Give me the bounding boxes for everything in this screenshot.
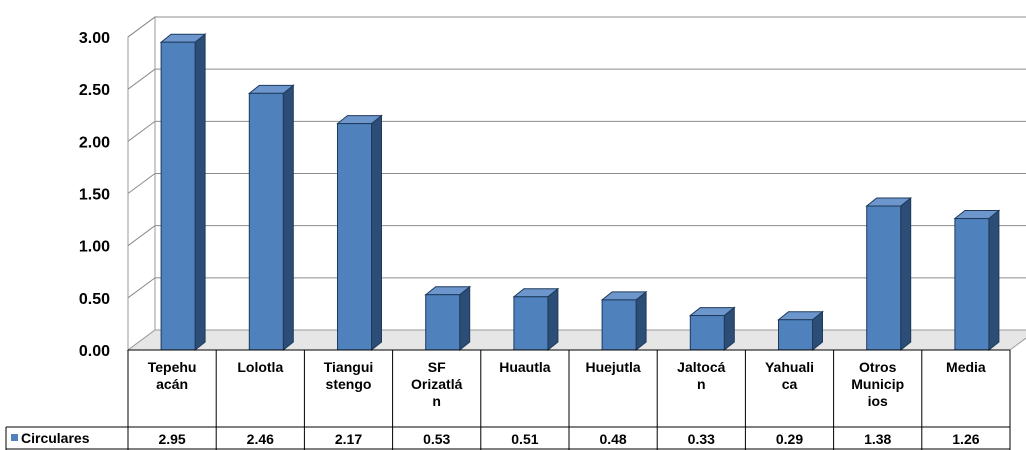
y-tick-label: 0.50 bbox=[79, 291, 110, 308]
bar bbox=[159, 33, 207, 352]
bar-front bbox=[689, 315, 725, 351]
bar-side bbox=[459, 285, 471, 352]
y-tick-label: 0.00 bbox=[79, 343, 110, 360]
gridline bbox=[127, 16, 1026, 38]
bar-side bbox=[635, 290, 647, 352]
gridline bbox=[127, 225, 1026, 247]
data-label: 2.46 bbox=[247, 431, 274, 447]
bar bbox=[600, 290, 648, 352]
category-label: Huautla bbox=[499, 359, 551, 375]
legend-swatch bbox=[11, 434, 18, 441]
series-name: Circulares bbox=[21, 430, 90, 446]
bar-front bbox=[601, 299, 637, 351]
bar bbox=[424, 285, 472, 352]
y-tick-label: 3.00 bbox=[79, 30, 110, 47]
category-label: Otros Municip ios bbox=[851, 359, 904, 409]
category-label: Huejutla bbox=[585, 359, 640, 375]
data-label: 0.51 bbox=[511, 431, 538, 447]
data-table: Tepehu acán Lolotla Tiangui stengo SF Orizatlá… bbox=[5, 349, 1011, 450]
y-tick-label: 1.50 bbox=[79, 187, 110, 204]
y-tick-label: 2.50 bbox=[79, 82, 110, 99]
category-label: Jaltocá n bbox=[677, 359, 725, 392]
data-label: 0.53 bbox=[423, 431, 450, 447]
bar bbox=[512, 287, 560, 352]
data-label: 2.95 bbox=[158, 431, 185, 447]
bar-side bbox=[282, 84, 294, 352]
y-tick-label: 1.00 bbox=[79, 239, 110, 256]
gridlines bbox=[127, 16, 1026, 299]
data-label: 0.29 bbox=[776, 431, 803, 447]
gridline bbox=[127, 277, 1026, 299]
bar-side bbox=[900, 196, 912, 352]
bar-front bbox=[425, 294, 461, 351]
category-label: Yahuali ca bbox=[765, 359, 814, 392]
bar-front bbox=[337, 123, 372, 351]
category-label: Tepehu acán bbox=[148, 359, 197, 392]
bar bbox=[953, 209, 1001, 352]
bar-front bbox=[513, 296, 549, 351]
category-label: Tiangui stengo bbox=[324, 359, 374, 392]
gridline bbox=[127, 120, 1026, 142]
bar-front bbox=[778, 319, 813, 351]
bar bbox=[777, 310, 824, 352]
category-label: Media bbox=[946, 359, 986, 375]
bar-front bbox=[954, 218, 990, 351]
category-label: Lolotla bbox=[237, 359, 283, 375]
bar bbox=[336, 114, 383, 352]
data-label: 1.38 bbox=[864, 431, 891, 447]
bar bbox=[688, 306, 736, 352]
bar-side bbox=[547, 287, 559, 352]
bar-side bbox=[371, 114, 382, 352]
bar-side bbox=[194, 33, 206, 352]
data-label: 2.17 bbox=[335, 431, 362, 447]
data-label: 0.33 bbox=[688, 431, 715, 447]
bar-front bbox=[866, 205, 902, 351]
gridline bbox=[127, 173, 1026, 194]
y-axis-ticks: 0.00 0.50 1.00 1.50 2.00 2.50 3.00 bbox=[79, 30, 110, 360]
category-label: SF Orizatlá n bbox=[411, 359, 463, 409]
data-label: 0.48 bbox=[599, 431, 626, 447]
data-label: 1.26 bbox=[952, 431, 979, 447]
bar bbox=[865, 196, 913, 352]
bar-side bbox=[988, 209, 1000, 352]
y-tick-label: 2.00 bbox=[79, 134, 110, 151]
bar-front bbox=[160, 41, 196, 351]
bar bbox=[247, 84, 295, 352]
bar-front bbox=[248, 92, 284, 351]
gridline bbox=[127, 68, 1026, 90]
